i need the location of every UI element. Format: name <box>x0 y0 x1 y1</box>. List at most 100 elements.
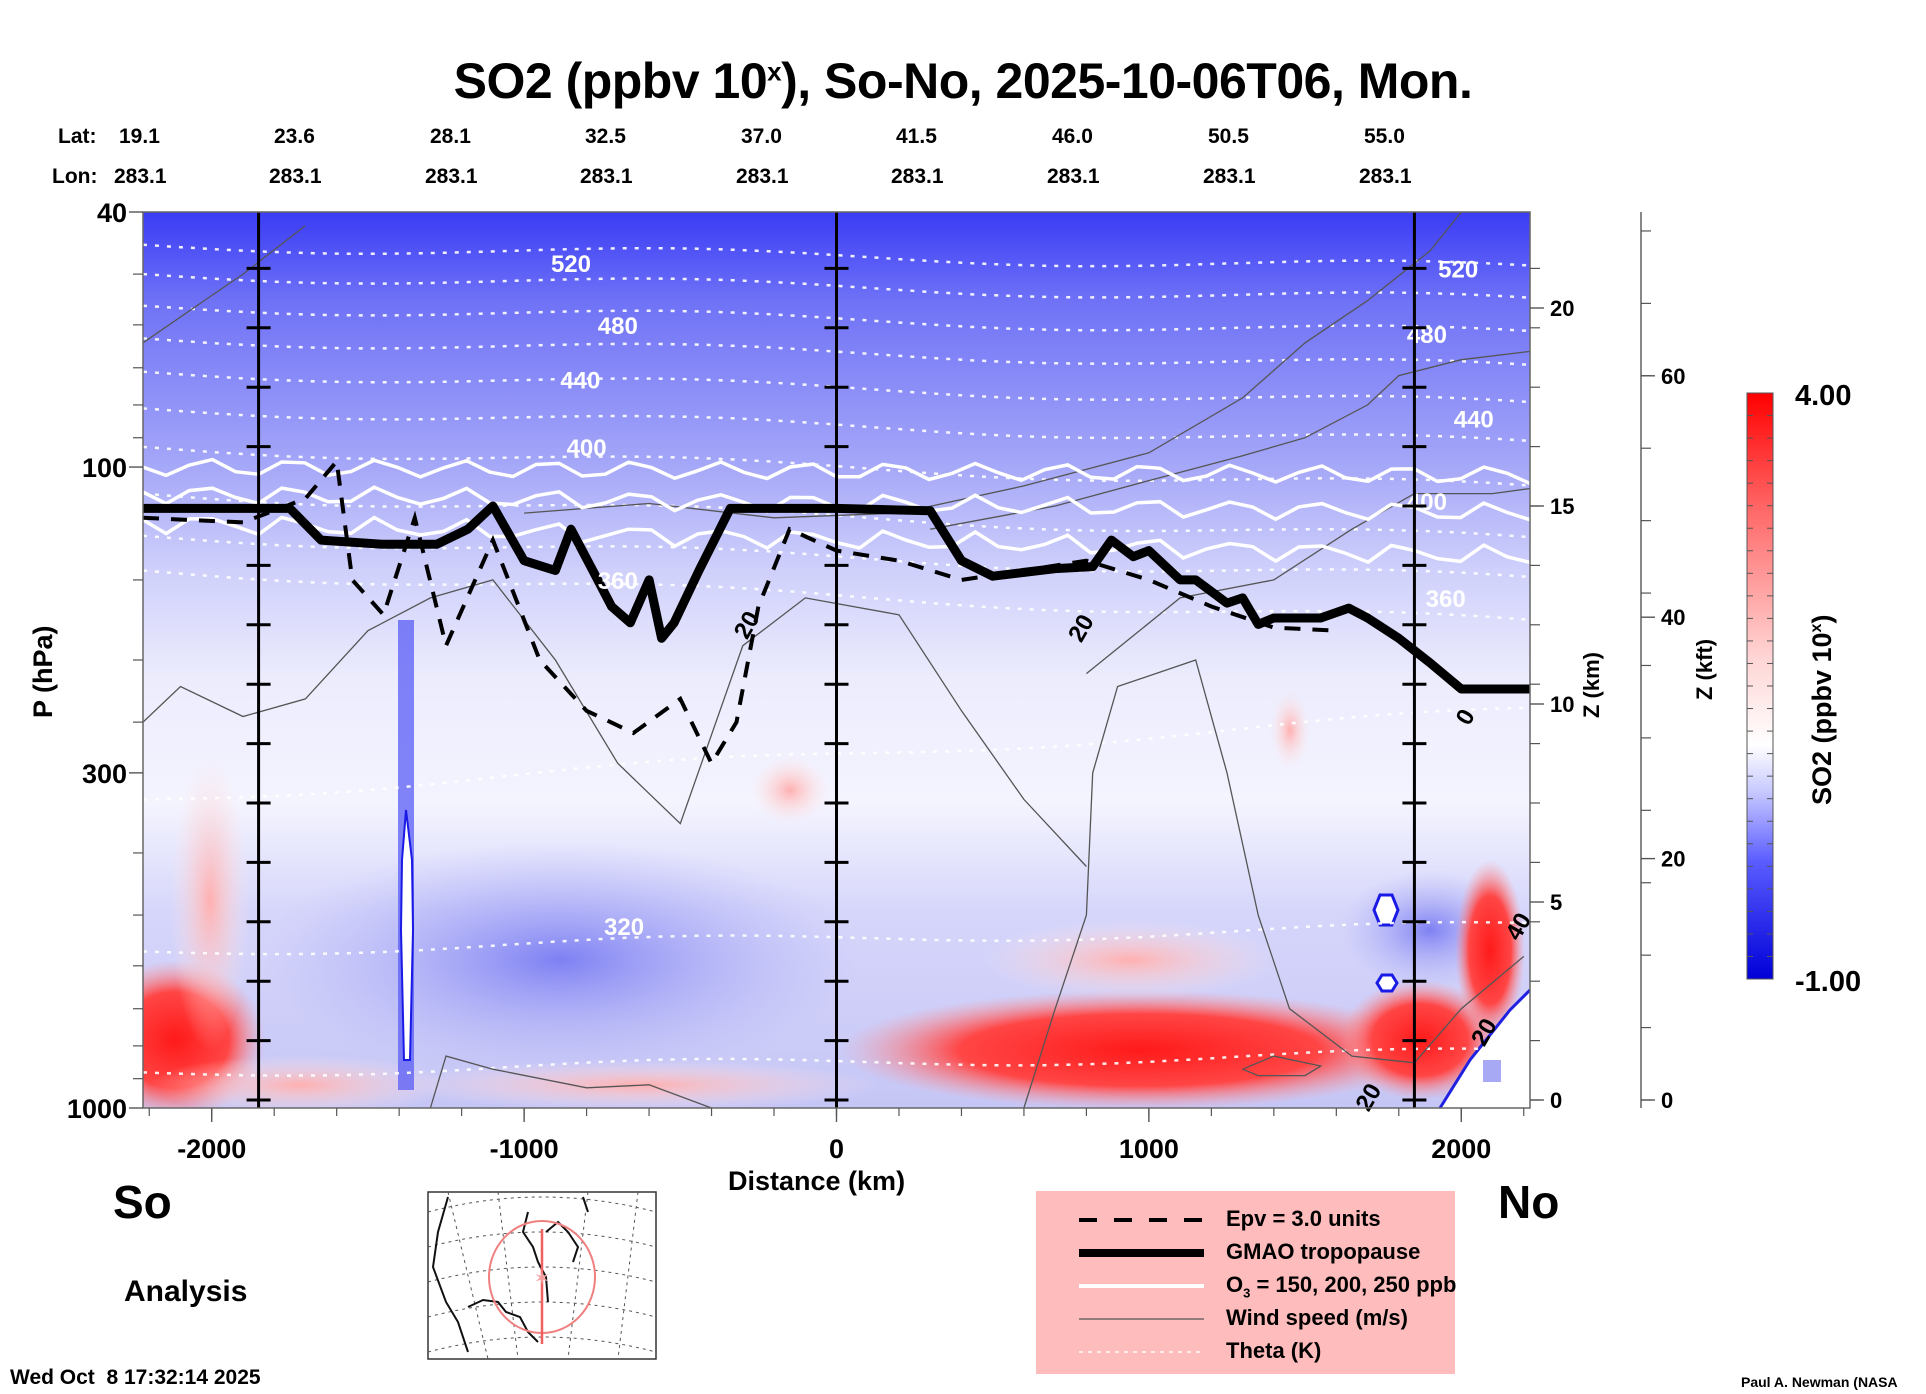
lat-tick-label: 23.6 <box>274 125 315 148</box>
theta-contour <box>143 304 1530 333</box>
theta-label: 480 <box>598 313 638 340</box>
lon-label: Lon: <box>52 165 98 188</box>
ozone-label-sub: 3 <box>1243 1285 1251 1301</box>
terrain-edge <box>1438 988 1530 1108</box>
elevated-so2-region <box>1270 690 1310 770</box>
colorbar-title-close: ) <box>1807 614 1837 624</box>
wind-contour <box>429 1055 712 1108</box>
colorbar: 4.00 -1.00 <box>1746 380 1861 998</box>
legend-item-wind: Wind speed (m/s) <box>1036 1303 1455 1336</box>
theta-swatch <box>1079 1351 1204 1353</box>
legend-item-tropopause: GMAO tropopause <box>1036 1237 1455 1270</box>
lat-tick-label: 41.5 <box>896 125 937 148</box>
legend: Epv = 3.0 units GMAO tropopause O3 = 150… <box>1036 1191 1456 1374</box>
epv-contour <box>143 456 1337 768</box>
legend-label: O3 = 150, 200, 250 ppb <box>1226 1272 1456 1300</box>
theta-label: 440 <box>1454 407 1494 434</box>
y-tick-label: 300 <box>82 759 127 789</box>
x-tick-label: 0 <box>829 1134 844 1164</box>
low-so2-region <box>260 840 860 1080</box>
zkm-tick-label: 10 <box>1550 692 1574 717</box>
y-tick-label: 1000 <box>67 1094 127 1124</box>
theta-label: 520 <box>551 251 591 278</box>
lon-tick-label: 283.1 <box>736 165 789 188</box>
zkm-tick-label: 0 <box>1550 1088 1562 1113</box>
theta-label: 320 <box>604 914 644 941</box>
legend-item-ozone: O3 = 150, 200, 250 ppb <box>1036 1270 1456 1303</box>
y-axis-zkft: 0 20 40 60 <box>1640 212 1685 1113</box>
y-axis-zkm: 0 5 10 15 20 <box>1530 267 1574 1113</box>
lon-tick-label: 283.1 <box>1203 165 1256 188</box>
legend-item-theta: Theta (K) <box>1036 1336 1455 1369</box>
theta-contour <box>143 370 1530 404</box>
zkft-axis-title: Z (kft) <box>1692 638 1717 700</box>
lat-label: Lat: <box>58 125 97 148</box>
zkft-tick-label: 0 <box>1661 1088 1673 1113</box>
product-label: Analysis <box>124 1275 248 1308</box>
theta-contour <box>143 569 1530 622</box>
theta-label: 360 <box>598 568 638 595</box>
inset-map: ✶ <box>427 1191 657 1360</box>
lon-tick-label: 283.1 <box>1047 165 1100 188</box>
timestamp: Wed Oct 8 17:32:14 2025 <box>10 1366 261 1389</box>
zkm-tick-label: 15 <box>1550 494 1574 519</box>
wind-swatch <box>1079 1318 1204 1320</box>
y-axis-title: P (hPa) <box>28 625 58 718</box>
legend-label: Epv = 3.0 units <box>1226 1206 1381 1231</box>
colorbar-title-sup: x <box>1808 623 1825 633</box>
theta-contour <box>143 1047 1530 1077</box>
ozone-swatch <box>1079 1284 1204 1288</box>
theta-label: 400 <box>1407 489 1447 516</box>
x-axis-title: Distance (km) <box>728 1166 906 1196</box>
low-so2-cell <box>1483 1060 1501 1082</box>
terrain-mask <box>1440 990 1530 1108</box>
lat-tick-label: 50.5 <box>1208 125 1249 148</box>
coastlines <box>431 1196 589 1353</box>
lat-tick-label: 55.0 <box>1364 125 1405 148</box>
credit: Paul A. Newman (NASA <box>1741 1374 1898 1390</box>
x-tick-label: -1000 <box>490 1134 559 1164</box>
lon-tick-label: 283.1 <box>269 165 322 188</box>
direction-south: So <box>113 1176 172 1228</box>
theta-contour <box>143 706 1530 801</box>
theta-label: 400 <box>567 435 607 462</box>
zkft-tick-label: 60 <box>1661 364 1685 389</box>
chart-title: SO2 (ppbv 10x), So-No, 2025-10-06T06, Mo… <box>0 52 1926 110</box>
x-tick-label: 2000 <box>1431 1134 1491 1164</box>
graticule <box>427 1191 657 1360</box>
wind-contour <box>1085 487 1530 675</box>
y-tick-label: 40 <box>97 198 127 228</box>
x-axis: -2000 -1000 0 1000 2000 <box>148 1108 1525 1164</box>
x-tick-label: -2000 <box>177 1134 246 1164</box>
theta-label: 480 <box>1407 322 1447 349</box>
zkm-axis-title: Z (km) <box>1579 652 1604 718</box>
tropopause-line <box>143 501 1530 694</box>
colorbar-title-main: SO2 (ppbv 10 <box>1807 632 1837 805</box>
title-superscript: x <box>767 56 782 87</box>
high-so2-region <box>840 990 1440 1108</box>
colorbar-min-label: -1.00 <box>1795 966 1861 998</box>
x-tick-label: 1000 <box>1119 1134 1179 1164</box>
zkft-tick-label: 20 <box>1661 847 1685 872</box>
wind-contour <box>930 350 1530 530</box>
theta-contour <box>143 243 1530 268</box>
epv-contours <box>143 456 1337 768</box>
theta-contour <box>143 407 1530 443</box>
lat-tick-label: 32.5 <box>585 125 626 148</box>
lat-tick-label: 28.1 <box>430 125 471 148</box>
ozone-label-o: O <box>1226 1272 1244 1297</box>
theta-contour <box>143 272 1530 299</box>
colorbar-ticks: 4.00 -1.00 <box>1747 380 1861 998</box>
direction-north: No <box>1498 1176 1560 1228</box>
lon-tick-label: 283.1 <box>114 165 167 188</box>
theta-label: 520 <box>1438 256 1478 283</box>
colorbar-title: SO2 (ppbv 10x) <box>1807 615 1838 805</box>
section-markers <box>246 212 1427 1108</box>
lat-tick-label: 37.0 <box>741 125 782 148</box>
legend-label: GMAO tropopause <box>1226 1239 1421 1264</box>
lon-tick-label: 283.1 <box>1359 165 1412 188</box>
center-star-icon: ✶ <box>534 1268 551 1290</box>
lon-tick-label: 283.1 <box>580 165 633 188</box>
title-rest: ), So-No, 2025-10-06T06, Mon. <box>781 53 1473 109</box>
